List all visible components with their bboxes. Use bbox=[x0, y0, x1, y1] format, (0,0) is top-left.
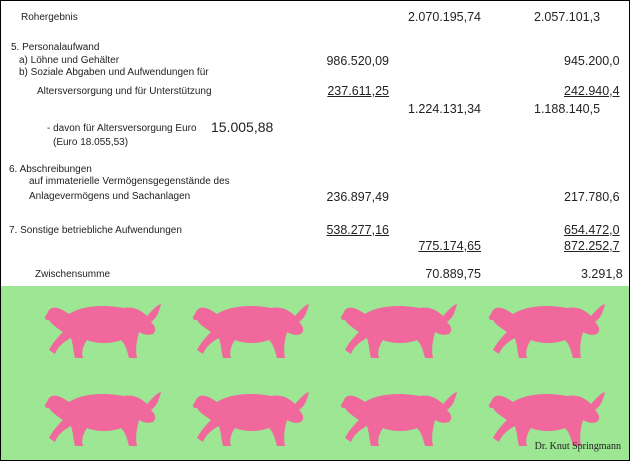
personal-sum-current: 1.224.131,34 bbox=[408, 102, 481, 116]
bull-icon bbox=[189, 292, 314, 362]
personal-b-label-2: Altersversorgung und für Unterstützung bbox=[37, 86, 212, 97]
zwischensumme-current: 70.889,75 bbox=[425, 267, 481, 281]
zwischensumme-previous: 3.291,8 bbox=[581, 267, 623, 281]
bull-icon bbox=[337, 292, 462, 362]
zwischensumme-label: Zwischensumme bbox=[35, 269, 111, 280]
sonstige-previous: 654.472,0 bbox=[564, 223, 620, 237]
sonstige-label: 7. Sonstige betriebliche Aufwendungen bbox=[9, 225, 182, 236]
bull-icon bbox=[485, 380, 610, 450]
abschreibungen-label-1: auf immaterielle Vermögensgegenstände de… bbox=[29, 176, 230, 187]
personal-a-previous: 945.200,0 bbox=[564, 54, 620, 68]
personal-b-previous: 242.940,4 bbox=[564, 84, 620, 98]
abschreibungen-value: 236.897,49 bbox=[326, 190, 389, 204]
sonstige-sum-current: 775.174,65 bbox=[418, 239, 481, 253]
rohergebnis-previous: 2.057.101,3 bbox=[534, 10, 601, 24]
abschreibungen-label-2: Anlagevermögens und Sachanlagen bbox=[29, 191, 191, 202]
personal-davon-previous: (Euro 18.055,53) bbox=[53, 137, 129, 148]
bull-icon bbox=[41, 380, 166, 450]
sonstige-value: 538.277,16 bbox=[326, 223, 389, 237]
personal-davon-value: 15.005,88 bbox=[211, 119, 274, 135]
personal-b-label-1: b) Soziale Abgaben und Aufwendungen für bbox=[19, 67, 209, 78]
bull-pattern-area: Dr. Knut Springmann bbox=[1, 286, 629, 460]
personal-heading: 5. Personalaufwand bbox=[11, 42, 100, 53]
personal-sum-previous: 1.188.140,5 bbox=[534, 102, 601, 116]
personal-a-label: a) Löhne und Gehälter bbox=[19, 55, 120, 66]
abschreibungen-heading: 6. Abschreibungen bbox=[9, 164, 92, 175]
bull-icon bbox=[41, 292, 166, 362]
bull-icon bbox=[189, 380, 314, 450]
rohergebnis-label: Rohergebnis bbox=[21, 12, 78, 23]
personal-b-value: 237.611,25 bbox=[327, 84, 389, 98]
bull-icon bbox=[485, 292, 610, 362]
sonstige-sum-previous: 872.252,7 bbox=[564, 239, 620, 253]
personal-a-value: 986.520,09 bbox=[326, 54, 389, 68]
author-credit: Dr. Knut Springmann bbox=[534, 441, 621, 452]
bull-icon bbox=[337, 380, 462, 450]
personal-davon-label: - davon für Altersversorgung Euro bbox=[47, 123, 197, 134]
rohergebnis-current: 2.070.195,74 bbox=[408, 10, 481, 24]
abschreibungen-previous: 217.780,6 bbox=[564, 190, 620, 204]
financial-statement: Rohergebnis 2.070.195,74 2.057.101,3 5. … bbox=[1, 1, 629, 286]
